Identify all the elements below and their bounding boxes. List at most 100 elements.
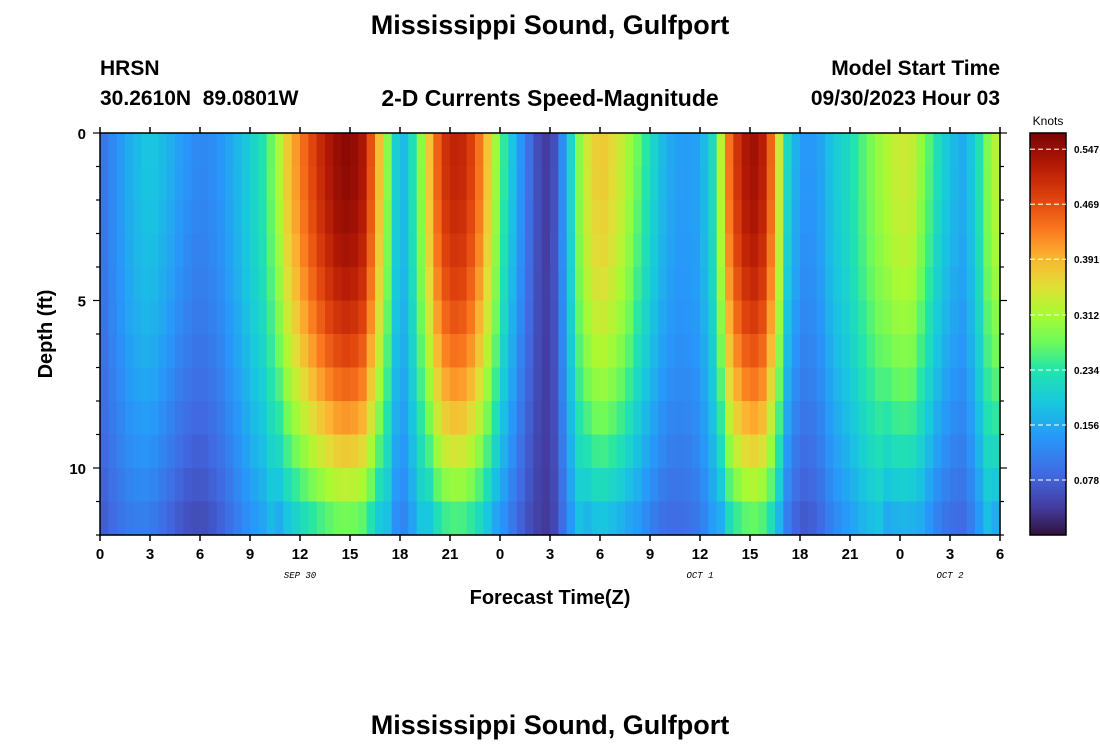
- heatmap-cell: [683, 334, 693, 369]
- heatmap-cell: [725, 468, 734, 503]
- heatmap-cell: [125, 166, 134, 201]
- heatmap-cell: [141, 334, 151, 369]
- heatmap-cell: [741, 434, 751, 469]
- x-tick-label: 6: [196, 546, 204, 563]
- heatmap-cell: [291, 267, 301, 302]
- heatmap-cell: [675, 501, 684, 536]
- heatmap-cell: [166, 501, 176, 536]
- heatmap-cell: [191, 468, 201, 503]
- x-tick-label: 21: [442, 546, 459, 563]
- heatmap-cell: [883, 200, 893, 235]
- heatmap-cell: [166, 267, 176, 302]
- heatmap-cell: [633, 133, 643, 168]
- heatmap-cell: [933, 401, 943, 436]
- heatmap-cell: [983, 434, 993, 469]
- heatmap-cell: [791, 166, 801, 201]
- heatmap-cell: [491, 233, 501, 268]
- heatmap-cell: [708, 468, 718, 503]
- heatmap-cell: [383, 200, 393, 235]
- heatmap-cell: [533, 401, 543, 436]
- heatmap-cell: [316, 501, 326, 536]
- heatmap-cell: [266, 166, 276, 201]
- heatmap-cell: [875, 334, 884, 369]
- heatmap-cell: [833, 200, 843, 235]
- heatmap-cell: [166, 300, 176, 335]
- heatmap-cell: [391, 200, 401, 235]
- heatmap-cell: [616, 133, 626, 168]
- date-label: OCT 1: [686, 571, 713, 581]
- heatmap-cell: [525, 200, 534, 235]
- heatmap-cell: [166, 133, 176, 168]
- heatmap-cell: [441, 334, 451, 369]
- heatmap-cell: [400, 300, 409, 335]
- heatmap-cell: [325, 334, 334, 369]
- heatmap-cell: [608, 367, 618, 402]
- heatmap-cell: [950, 133, 959, 168]
- heatmap-cell: [708, 133, 718, 168]
- heatmap-cell: [341, 233, 351, 268]
- heatmap-cell: [725, 166, 734, 201]
- heatmap-cell: [700, 468, 709, 503]
- heatmap-cell: [108, 501, 118, 536]
- heatmap-cell: [516, 267, 526, 302]
- heatmap-cell: [883, 367, 893, 402]
- y-tick-label: 10: [69, 461, 86, 478]
- heatmap-cell: [650, 434, 659, 469]
- heatmap-cell: [708, 300, 718, 335]
- heatmap-cell: [191, 300, 201, 335]
- heatmap-cell: [208, 300, 218, 335]
- heatmap-cell: [133, 501, 143, 536]
- heatmap-cell: [875, 267, 884, 302]
- heatmap-cell: [816, 166, 826, 201]
- heatmap-cell: [283, 300, 293, 335]
- heatmap-cell: [658, 401, 668, 436]
- heatmap-cell: [891, 233, 901, 268]
- heatmap-cell: [558, 501, 568, 536]
- heatmap-cell: [133, 200, 143, 235]
- heatmap-cell: [233, 468, 243, 503]
- heatmap-cell: [366, 267, 376, 302]
- heatmap-cell: [133, 233, 143, 268]
- heatmap-cell: [216, 434, 226, 469]
- heatmap-cell: [641, 401, 651, 436]
- heatmap-cell: [441, 300, 451, 335]
- heatmap-cell: [991, 133, 1001, 168]
- heatmap-cell: [383, 133, 393, 168]
- heatmap-cell: [158, 367, 168, 402]
- heatmap-cell: [425, 468, 434, 503]
- heatmap-cell: [241, 367, 251, 402]
- heatmap-cell: [875, 166, 884, 201]
- colorbar-tick-label: 0.156: [1074, 421, 1099, 432]
- heatmap-cell: [758, 468, 768, 503]
- x-tick-label: 18: [792, 546, 809, 563]
- heatmap-cell: [433, 367, 443, 402]
- heatmap-cell: [375, 133, 384, 168]
- heatmap-cell: [383, 233, 393, 268]
- heatmap-cell: [333, 367, 343, 402]
- heatmap-cell: [166, 200, 176, 235]
- heatmap-cell: [175, 233, 184, 268]
- heatmap-cell: [233, 401, 243, 436]
- heatmap-cell: [591, 434, 601, 469]
- heatmap-cell: [241, 200, 251, 235]
- heatmap-cell: [466, 401, 476, 436]
- heatmap-cell: [358, 367, 368, 402]
- heatmap-cell: [100, 401, 109, 436]
- heatmap-cell: [450, 267, 459, 302]
- heatmap-cell: [125, 468, 134, 503]
- heatmap-cell: [275, 300, 284, 335]
- heatmap-cell: [675, 334, 684, 369]
- heatmap-cell: [258, 133, 268, 168]
- heatmap-cell: [475, 468, 484, 503]
- heatmap-cell: [500, 233, 509, 268]
- heatmap-cell: [658, 200, 668, 235]
- heatmap-cell: [891, 434, 901, 469]
- heatmap-cell: [500, 401, 509, 436]
- heatmap-cell: [466, 133, 476, 168]
- heatmap-cell: [908, 133, 918, 168]
- duplicate-page-title: Mississippi Sound, Gulfport: [370, 710, 730, 740]
- heatmap-cell: [541, 233, 551, 268]
- heatmap-cell: [225, 133, 234, 168]
- heatmap-cell: [750, 468, 759, 503]
- heatmap-cell: [383, 468, 393, 503]
